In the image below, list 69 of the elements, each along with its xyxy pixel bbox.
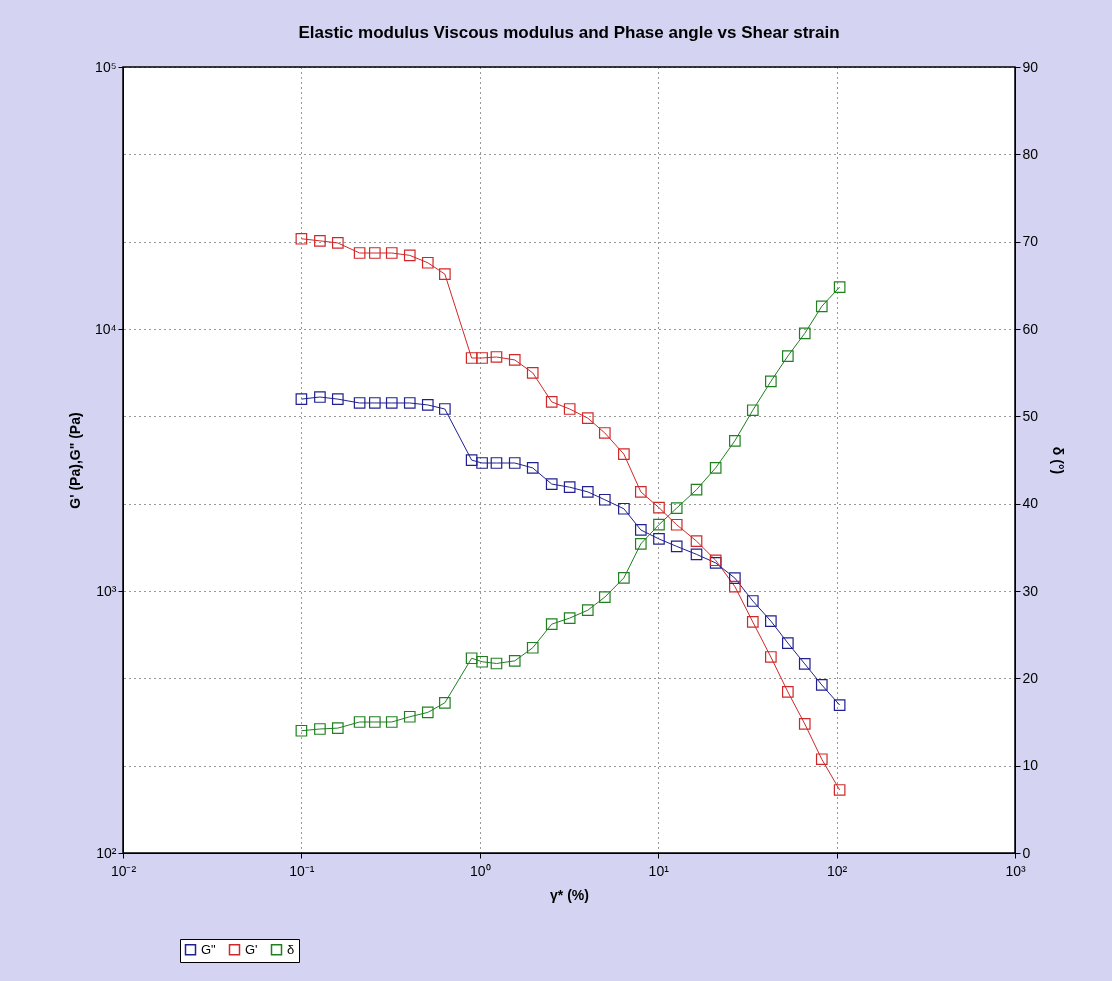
- point: [563, 481, 576, 494]
- y-axis-title: G' (Pa),G" (Pa): [66, 412, 83, 509]
- x-tick-label: 10²: [826, 862, 848, 879]
- point: [368, 247, 381, 259]
- y2-tick-label: 40: [1022, 495, 1039, 512]
- point: [690, 548, 703, 561]
- y2-tick-label: 30: [1022, 582, 1039, 599]
- point: [581, 412, 594, 424]
- x-tick-label: 10⁰: [470, 862, 491, 879]
- point: [331, 237, 344, 249]
- point: [798, 718, 811, 730]
- x-axis-title: γ* (%): [550, 886, 589, 903]
- point: [295, 393, 308, 405]
- point: [476, 457, 488, 469]
- point: [439, 268, 451, 280]
- y2-axis-title: δ (°): [1050, 446, 1067, 475]
- point: [403, 397, 416, 409]
- point: [545, 396, 558, 408]
- y2-tick-label: 90: [1022, 58, 1039, 75]
- point: [690, 535, 703, 547]
- point: [314, 235, 326, 247]
- y-tick-label: 10⁴: [94, 320, 117, 337]
- point: [368, 397, 381, 409]
- y2-tick-label: 80: [1022, 145, 1039, 162]
- point: [581, 486, 594, 498]
- y2-tick-label: 50: [1022, 407, 1039, 424]
- point: [833, 784, 846, 796]
- point: [653, 501, 665, 514]
- point: [331, 393, 344, 405]
- point: [439, 403, 451, 415]
- legend-label: G": [201, 941, 217, 957]
- x-tick-label: 10⁻²: [110, 862, 137, 879]
- chart-title: Elastic modulus Viscous modulus and Phase angle vs Shear strain: [298, 23, 840, 42]
- point: [670, 540, 683, 553]
- point: [421, 256, 434, 269]
- y2-tick-label: 60: [1022, 320, 1039, 337]
- legend-label: δ: [287, 941, 295, 957]
- x-tick-label: 10⁻¹: [289, 862, 315, 879]
- point: [563, 403, 576, 415]
- point: [545, 478, 558, 490]
- y2-tick-label: 20: [1022, 669, 1039, 686]
- y-tick-label: 10²: [96, 844, 117, 861]
- point: [815, 753, 828, 766]
- point: [618, 502, 630, 515]
- point: [815, 679, 828, 691]
- point: [618, 448, 630, 460]
- y-tick-label: 10³: [96, 582, 117, 599]
- point: [634, 524, 647, 536]
- point: [385, 397, 398, 409]
- point: [598, 427, 611, 439]
- point: [421, 399, 434, 411]
- point: [653, 533, 665, 545]
- y2-tick-label: 70: [1022, 233, 1039, 250]
- point: [476, 352, 488, 364]
- point: [598, 493, 611, 506]
- point: [314, 391, 326, 403]
- point: [798, 658, 811, 670]
- legend-label: G': [245, 941, 258, 957]
- x-tick-label: 10¹: [648, 862, 670, 879]
- point: [634, 486, 647, 498]
- point: [295, 232, 308, 245]
- point: [403, 249, 416, 262]
- point: [833, 699, 846, 711]
- point: [670, 518, 683, 531]
- y-tick-label: 10⁵: [95, 58, 117, 75]
- y2-tick-label: 0: [1022, 844, 1031, 861]
- x-tick-label: 10³: [1005, 862, 1026, 879]
- y2-tick-label: 10: [1022, 757, 1039, 774]
- point: [385, 247, 398, 259]
